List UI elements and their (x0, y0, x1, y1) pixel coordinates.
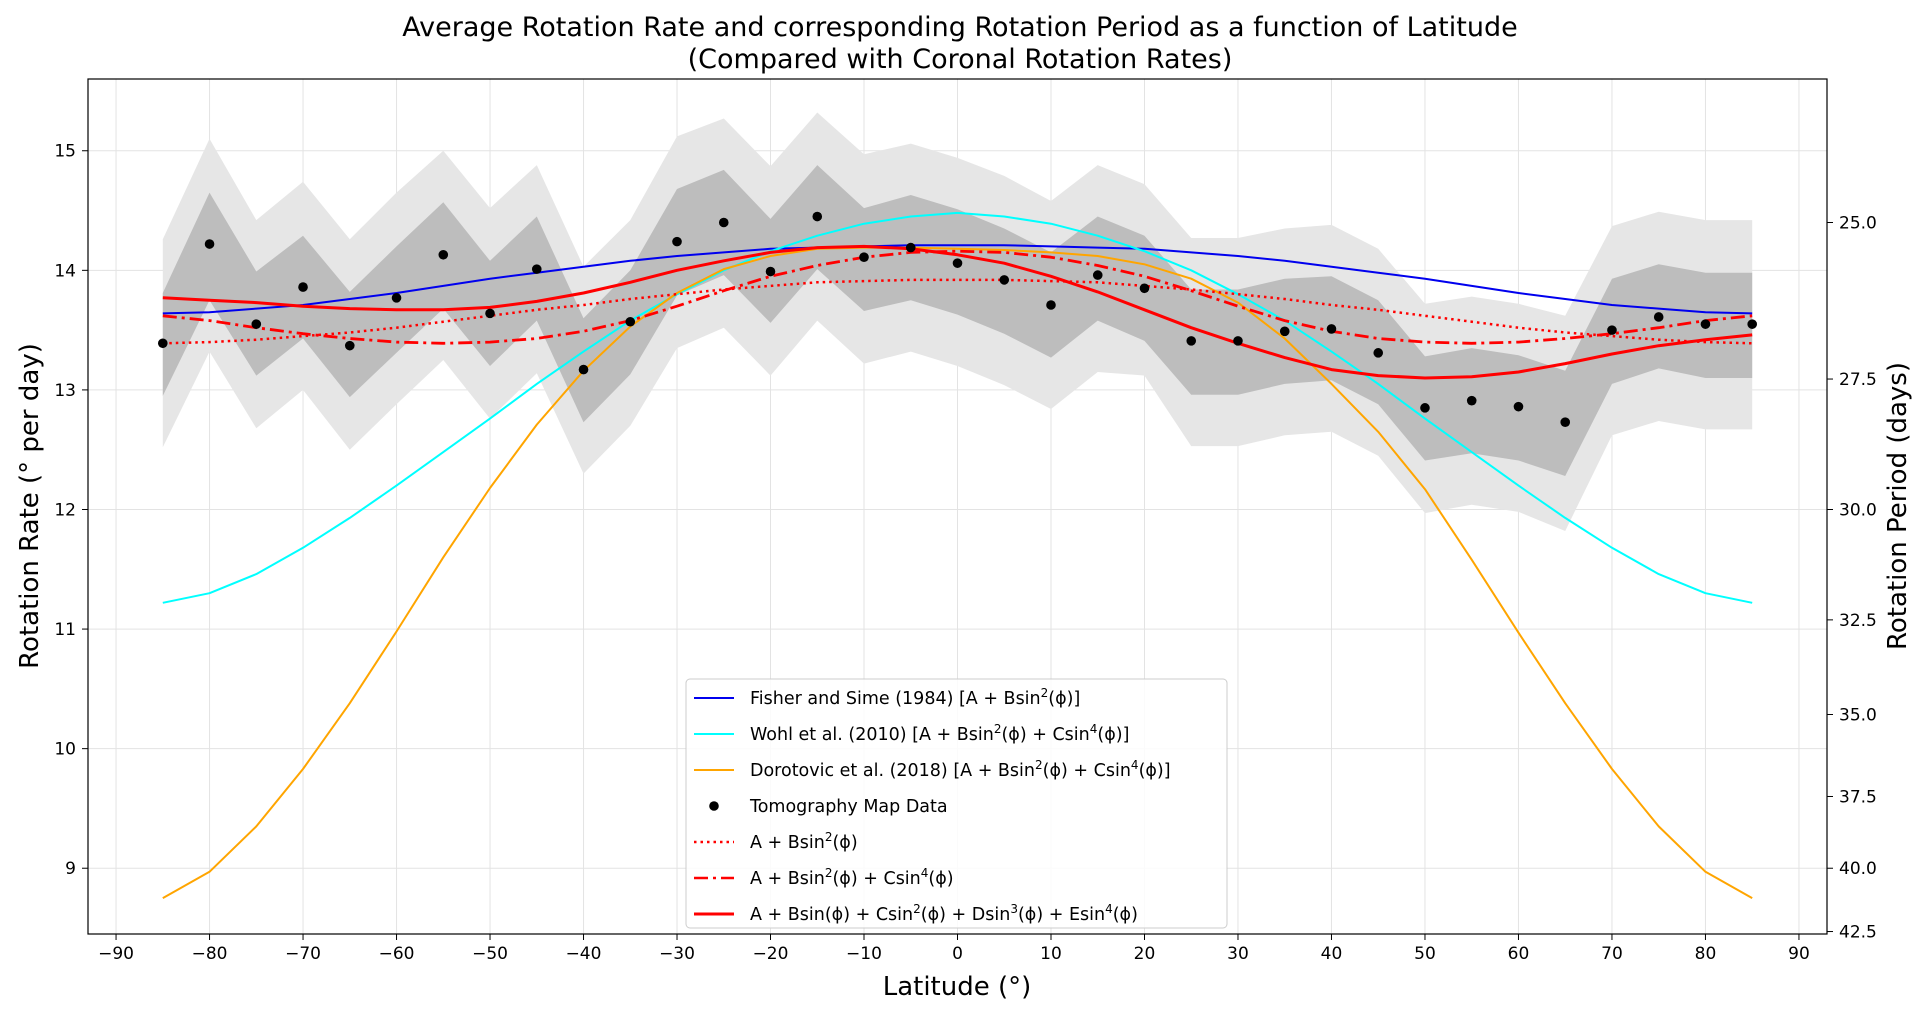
tomography-point (1139, 283, 1150, 294)
series-line-3 (162, 246, 1753, 899)
y-tick-label: 15 (54, 142, 76, 162)
x-tick-label: −10 (846, 944, 882, 964)
legend-label: A + Bsin2(ϕ) + Csin4(ϕ) (750, 866, 954, 889)
x-tick-label: −60 (379, 944, 415, 964)
x-tick-label: 80 (1695, 944, 1717, 964)
tomography-point (344, 340, 355, 351)
y2-tick-label: 32.5 (1839, 611, 1877, 631)
y-tick-label: 13 (54, 381, 76, 401)
legend: Fisher and Sime (1984) [A + Bsin2(ϕ)] Woh… (685, 678, 1228, 929)
confidence-bands (162, 112, 1753, 531)
tomography-point (859, 252, 869, 262)
tomography-point (1092, 270, 1103, 280)
x-tick-label: −80 (192, 944, 228, 964)
x-tick-label: 70 (1601, 944, 1623, 964)
tomography-point (905, 242, 916, 253)
tomography-point (251, 319, 262, 329)
tomography-point (1420, 403, 1430, 413)
tomography-point (1607, 325, 1617, 335)
tomography-point (438, 249, 449, 260)
tomography-point (1046, 300, 1056, 310)
y2-axis-label: Rotation Period (days) (1883, 362, 1913, 650)
legend-label: Tomography Map Data (749, 797, 948, 817)
series-line-6 (162, 244, 1753, 380)
legend-marker (709, 801, 719, 811)
legend-label: Fisher and Sime (1984) [A + Bsin2(ϕ)] (750, 686, 1080, 709)
tomography-points (157, 211, 1758, 427)
tomography-point (1747, 319, 1758, 329)
y-tick-label: 10 (54, 740, 76, 760)
tomography-point (718, 217, 729, 228)
tomography-point (952, 258, 963, 268)
tomography-point (391, 293, 402, 303)
y2-axis-ticks: 25.0 27.5 30.0 32.5 35.0 37.5 40.0 42.5 (1827, 213, 1877, 943)
x-axis-ticks: −90 −80 −70 −60 −50 −40 −30 −20 −10 0 10 20 30 40 50 60… (98, 934, 1810, 964)
tomography-point (485, 308, 495, 319)
tomography-point (1326, 324, 1337, 334)
y-tick-label: 12 (54, 500, 76, 520)
y-axis-label: Rotation Rate (° per day) (15, 343, 45, 669)
tomography-point (765, 266, 776, 277)
tomography-point (531, 264, 542, 274)
legend-label: Dorotovic et al. (2018) [A + Bsin2(ϕ) + … (750, 758, 1171, 781)
legend-label: A + Bsin2(ϕ) (750, 830, 858, 853)
tomography-point (999, 275, 1010, 285)
y2-tick-label: 30.0 (1839, 500, 1877, 520)
legend-label: A + Bsin(ϕ) + Csin2(ϕ) + Dsin3(ϕ) + Esin… (750, 902, 1138, 925)
x-tick-label: −20 (753, 944, 789, 964)
outer-band (162, 112, 1753, 531)
x-axis-label: Latitude (°) (883, 972, 1032, 1002)
x-tick-label: −50 (472, 944, 508, 964)
y2-tick-label: 37.5 (1839, 787, 1877, 807)
x-tick-label: 0 (952, 944, 963, 964)
y2-tick-label: 27.5 (1839, 370, 1877, 390)
x-tick-label: 30 (1227, 944, 1249, 964)
x-tick-label: −70 (285, 944, 321, 964)
legend-label: Wohl et al. (2010) [A + Bsin2(ϕ) + Csin4… (750, 722, 1129, 745)
tomography-point (1653, 312, 1664, 322)
x-tick-label: −30 (659, 944, 695, 964)
tomography-point (1186, 336, 1197, 346)
tomography-point (1513, 401, 1524, 412)
tomography-point (1279, 326, 1290, 337)
y-tick-label: 14 (54, 261, 76, 281)
legend-box (685, 678, 1228, 929)
y2-tick-label: 42.5 (1839, 923, 1877, 943)
tomography-point (812, 211, 823, 222)
tomography-point (1466, 395, 1477, 406)
x-tick-label: 40 (1321, 944, 1343, 964)
tomography-point (1373, 348, 1384, 358)
x-tick-label: 50 (1414, 944, 1436, 964)
tomography-point (298, 282, 308, 292)
series-line-1 (162, 244, 1753, 315)
y-tick-label: 11 (54, 620, 76, 640)
y2-tick-label: 35.0 (1839, 705, 1877, 725)
y2-tick-label: 40.0 (1839, 859, 1877, 879)
series-line-2 (162, 211, 1753, 604)
x-tick-label: 10 (1040, 944, 1062, 964)
y-axis-ticks: 9 10 11 12 13 14 15 (54, 142, 88, 879)
chart-title: Average Rotation Rate and corresponding … (402, 12, 1517, 43)
tomography-point (1560, 417, 1571, 427)
tomography-point (1700, 319, 1711, 329)
y-tick-label: 9 (65, 859, 76, 879)
tomography-point (578, 364, 589, 375)
chart-subtitle: (Compared with Coronal Rotation Rates) (688, 44, 1233, 75)
x-tick-label: 90 (1788, 944, 1810, 964)
tomography-point (625, 316, 636, 327)
y2-tick-label: 25.0 (1839, 213, 1877, 233)
inner-band (162, 165, 1753, 476)
tomography-point (1233, 336, 1243, 346)
tomography-point (157, 338, 168, 349)
x-tick-label: 60 (1508, 944, 1530, 964)
x-tick-label: −90 (98, 944, 134, 964)
tomography-point (672, 236, 682, 247)
x-tick-label: −40 (566, 944, 602, 964)
series-lines (162, 211, 1753, 899)
tomography-point (204, 239, 215, 249)
x-tick-label: 20 (1134, 944, 1156, 964)
